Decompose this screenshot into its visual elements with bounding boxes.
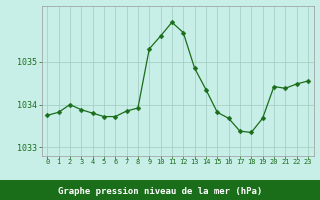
Text: Graphe pression niveau de la mer (hPa): Graphe pression niveau de la mer (hPa) xyxy=(58,186,262,196)
